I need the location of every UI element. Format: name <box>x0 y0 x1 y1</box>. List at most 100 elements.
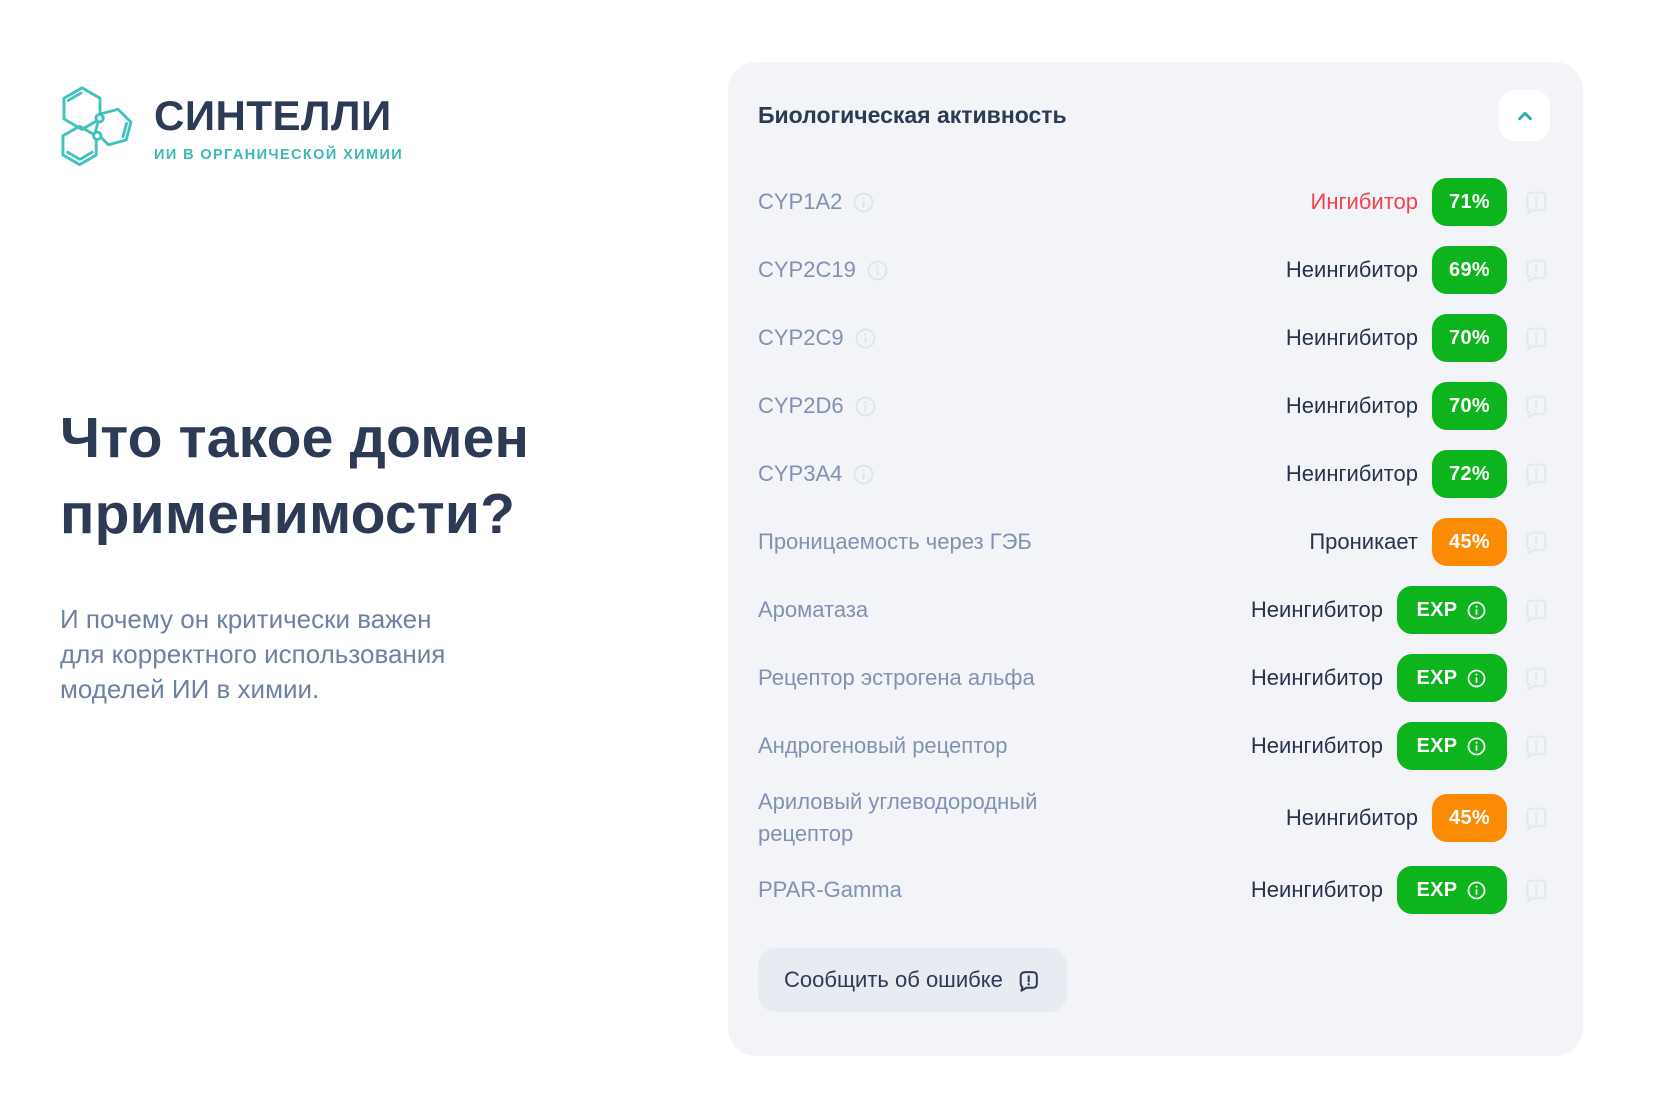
exp-info-icon <box>1468 881 1486 899</box>
badge-text: EXP <box>1416 666 1458 689</box>
row-label: Ароматаза <box>758 594 868 626</box>
row-prediction-value: Неингибитор <box>1250 597 1383 622</box>
info-icon[interactable] <box>852 191 875 214</box>
row-prediction-value: Неингибитор <box>1285 393 1418 418</box>
report-issue-icon[interactable] <box>1522 392 1550 420</box>
row-prediction-value: Неингибитор <box>1250 665 1383 690</box>
bioactivity-rows: CYP1A2 Ингибитор 71% CYP2C19 Неингибитор 69% C… <box>758 168 1550 924</box>
bioactivity-row: CYP2D6 Неингибитор 70% <box>758 372 1550 440</box>
row-prediction-value: Неингибитор <box>1250 733 1383 758</box>
brand-header: СИНТЕЛЛИ ИИ В ОРГАНИЧЕСКОЙ ХИМИИ <box>58 84 403 170</box>
confidence-badge[interactable]: EXP <box>1397 722 1507 770</box>
exp-info-icon <box>1468 737 1486 755</box>
info-icon[interactable] <box>866 259 889 282</box>
report-issue-icon[interactable] <box>1522 732 1550 760</box>
row-label-text: Андрогеновый рецептор <box>758 733 1008 758</box>
page-subtitle-line-1: И почему он критически важен <box>60 604 432 634</box>
confidence-badge[interactable]: 45% <box>1432 794 1507 842</box>
page-subtitle: И почему он критически важен для коррект… <box>60 602 680 707</box>
row-label: CYP2C9 <box>758 322 877 354</box>
confidence-badge[interactable]: EXP <box>1397 586 1507 634</box>
collapse-panel-button[interactable] <box>1499 90 1550 141</box>
bioactivity-row: Ароматаза Неингибитор EXP <box>758 576 1550 644</box>
row-prediction-value: Неингибитор <box>1285 805 1418 830</box>
bioactivity-row: Рецептор эстрогена альфа Неингибитор EXP <box>758 644 1550 712</box>
row-prediction-value: Неингибитор <box>1285 325 1418 350</box>
row-label-text: Проницаемость через ГЭБ <box>758 529 1032 554</box>
row-label: CYP1A2 <box>758 186 875 218</box>
report-issue-icon[interactable] <box>1522 324 1550 352</box>
page-subtitle-line-2: для корректного использования <box>60 639 446 669</box>
bioactivity-row: CYP2C19 Неингибитор 69% <box>758 236 1550 304</box>
confidence-badge[interactable]: 71% <box>1432 178 1507 226</box>
report-issue-icon[interactable] <box>1522 460 1550 488</box>
badge-text: EXP <box>1416 598 1458 621</box>
row-label: CYP2C19 <box>758 254 889 286</box>
synthelly-logo-icon <box>61 86 133 167</box>
confidence-badge[interactable]: EXP <box>1397 654 1507 702</box>
confidence-badge[interactable]: 45% <box>1432 518 1507 566</box>
row-label-text: Ароматаза <box>758 597 869 622</box>
row-label-text: CYP2C9 <box>758 325 844 350</box>
row-label: Андрогеновый рецептор <box>758 730 1007 762</box>
report-error-icon <box>1019 970 1038 992</box>
info-icon[interactable] <box>852 463 875 486</box>
report-error-button[interactable]: Сообщить об ошибке <box>758 948 1067 1012</box>
row-label-text: PPAR-Gamma <box>758 877 902 902</box>
bioactivity-row: CYP3A4 Неингибитор 72% <box>758 440 1550 508</box>
report-error-label: Сообщить об ошибке <box>784 967 1003 992</box>
bioactivity-panel: Биологическая активность CYP1A2 Ингибитор… <box>728 62 1583 1056</box>
hero-section: Что такое домен применимости? И почему о… <box>60 400 680 707</box>
row-prediction-value: Неингибитор <box>1250 877 1383 902</box>
info-icon[interactable] <box>854 395 877 418</box>
info-icon[interactable] <box>854 327 877 350</box>
bioactivity-panel-header: Биологическая активность <box>758 90 1550 141</box>
row-prediction-value: Проникает <box>1309 529 1418 554</box>
chevron-up-icon <box>1517 111 1532 120</box>
row-label-text: CYP2D6 <box>758 393 844 418</box>
row-label: PPAR-Gamma <box>758 874 902 906</box>
report-issue-icon[interactable] <box>1522 528 1550 556</box>
confidence-badge[interactable]: 70% <box>1432 382 1507 430</box>
bioactivity-row: Проницаемость через ГЭБ Проникает 45% <box>758 508 1550 576</box>
bioactivity-row: Андрогеновый рецептор Неингибитор EXP <box>758 712 1550 780</box>
page-title-line-2: применимости? <box>60 482 516 546</box>
exp-info-icon <box>1468 601 1486 619</box>
panel-title: Биологическая активность <box>758 102 1067 128</box>
page-title-line-1: Что такое домен <box>60 406 530 470</box>
confidence-badge[interactable]: 72% <box>1432 450 1507 498</box>
page-subtitle-line-3: моделей ИИ в химии. <box>60 674 320 704</box>
row-label: CYP3A4 <box>758 458 875 490</box>
bioactivity-row: PPAR-Gamma Неингибитор EXP <box>758 856 1550 924</box>
exp-info-icon <box>1468 669 1486 687</box>
confidence-badge[interactable]: 70% <box>1432 314 1507 362</box>
brand-name: СИНТЕЛЛИ <box>154 91 392 139</box>
row-label-text: CYP1A2 <box>758 189 843 214</box>
row-label-text: CYP3A4 <box>758 461 843 486</box>
report-issue-icon[interactable] <box>1522 188 1550 216</box>
page-title: Что такое домен применимости? <box>60 400 680 552</box>
report-issue-icon[interactable] <box>1522 256 1550 284</box>
brand-tagline: ИИ В ОРГАНИЧЕСКОЙ ХИМИИ <box>154 146 404 163</box>
report-issue-icon[interactable] <box>1522 876 1550 904</box>
row-prediction-value: Неингибитор <box>1285 257 1418 282</box>
row-label: Проницаемость через ГЭБ <box>758 526 1032 558</box>
badge-text: EXP <box>1416 734 1458 757</box>
row-label-text: Ариловый углеводородный рецептор <box>758 789 1038 846</box>
confidence-badge[interactable]: EXP <box>1397 866 1507 914</box>
row-label-text: CYP2C19 <box>758 257 856 282</box>
row-prediction-value: Ингибитор <box>1310 189 1418 214</box>
confidence-badge[interactable]: 69% <box>1432 246 1507 294</box>
report-issue-icon[interactable] <box>1522 596 1550 624</box>
row-prediction-value: Неингибитор <box>1285 461 1418 486</box>
bioactivity-row: CYP2C9 Неингибитор 70% <box>758 304 1550 372</box>
report-issue-icon[interactable] <box>1522 664 1550 692</box>
bioactivity-row: CYP1A2 Ингибитор 71% <box>758 168 1550 236</box>
bioactivity-row: Ариловый углеводородный рецептор Неингиби… <box>758 780 1550 856</box>
row-label: CYP2D6 <box>758 390 877 422</box>
brand-text: СИНТЕЛЛИ ИИ В ОРГАНИЧЕСКОЙ ХИМИИ <box>154 92 403 163</box>
report-issue-icon[interactable] <box>1522 804 1550 832</box>
row-label-text: Рецептор эстрогена альфа <box>758 665 1035 690</box>
badge-text: EXP <box>1416 878 1458 901</box>
row-label: Ариловый углеводородный рецептор <box>758 786 1098 850</box>
